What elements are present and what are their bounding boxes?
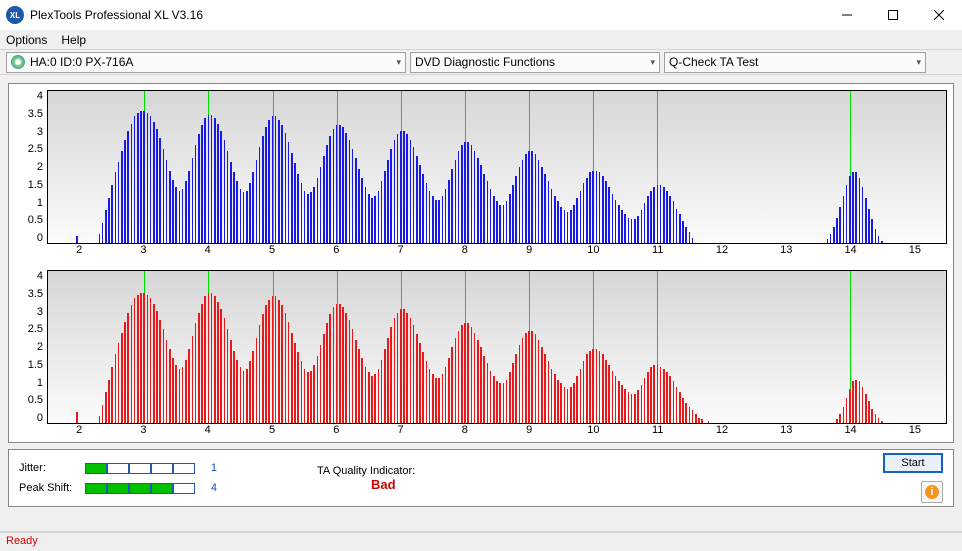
ta-quality-label: TA Quality Indicator: [317,465,415,477]
window-title: PlexTools Professional XL V3.16 [30,8,824,22]
drive-label: HA:0 ID:0 PX-716A [30,55,133,69]
mode-label: DVD Diagnostic Functions [415,55,555,69]
mode-dropdown[interactable]: DVD Diagnostic Functions ▾ [410,52,660,73]
status-bar: Ready [0,533,962,551]
close-button[interactable] [916,0,962,30]
chevron-down-icon: ▾ [916,57,921,68]
chevron-down-icon: ▾ [650,57,655,68]
y-axis-top: 43.532.521.510.50 [15,90,47,244]
drive-dropdown[interactable]: HA:0 ID:0 PX-716A ▾ [6,52,406,73]
y-axis-bottom: 43.532.521.510.50 [15,270,47,424]
minimize-button[interactable] [824,0,870,30]
jitter-value: 1 [203,462,217,474]
menu-help[interactable]: Help [61,33,86,47]
test-dropdown[interactable]: Q-Check TA Test ▾ [664,52,926,73]
chart-panel: 43.532.521.510.50 23456789101112131415 4… [8,83,954,443]
info-button[interactable]: i [921,481,943,503]
peakshift-indicator [85,483,195,494]
menu-options[interactable]: Options [6,33,47,47]
app-icon: XL [6,6,24,24]
test-label: Q-Check TA Test [669,55,758,69]
chevron-down-icon: ▾ [396,57,401,68]
jitter-label: Jitter: [19,462,77,474]
peakshift-value: 4 [203,482,217,494]
menubar: Options Help [0,30,962,49]
jitter-indicator [85,463,195,474]
titlebar: XL PlexTools Professional XL V3.16 [0,0,962,30]
toolbar: HA:0 ID:0 PX-716A ▾ DVD Diagnostic Funct… [0,49,962,75]
chart-top: 43.532.521.510.50 23456789101112131415 [15,90,947,260]
chart-bottom: 43.532.521.510.50 23456789101112131415 [15,270,947,440]
plot-top [47,90,947,244]
plot-bottom [47,270,947,424]
peakshift-label: Peak Shift: [19,482,77,494]
x-axis-top: 23456789101112131415 [47,244,947,260]
disc-icon [11,55,25,69]
quality-panel: Jitter: 1 Peak Shift: 4 TA Quality Indic… [8,449,954,507]
maximize-button[interactable] [870,0,916,30]
x-axis-bottom: 23456789101112131415 [47,424,947,440]
start-button[interactable]: Start [883,453,943,473]
ta-quality-value: Bad [371,477,415,492]
info-icon: i [925,485,939,499]
